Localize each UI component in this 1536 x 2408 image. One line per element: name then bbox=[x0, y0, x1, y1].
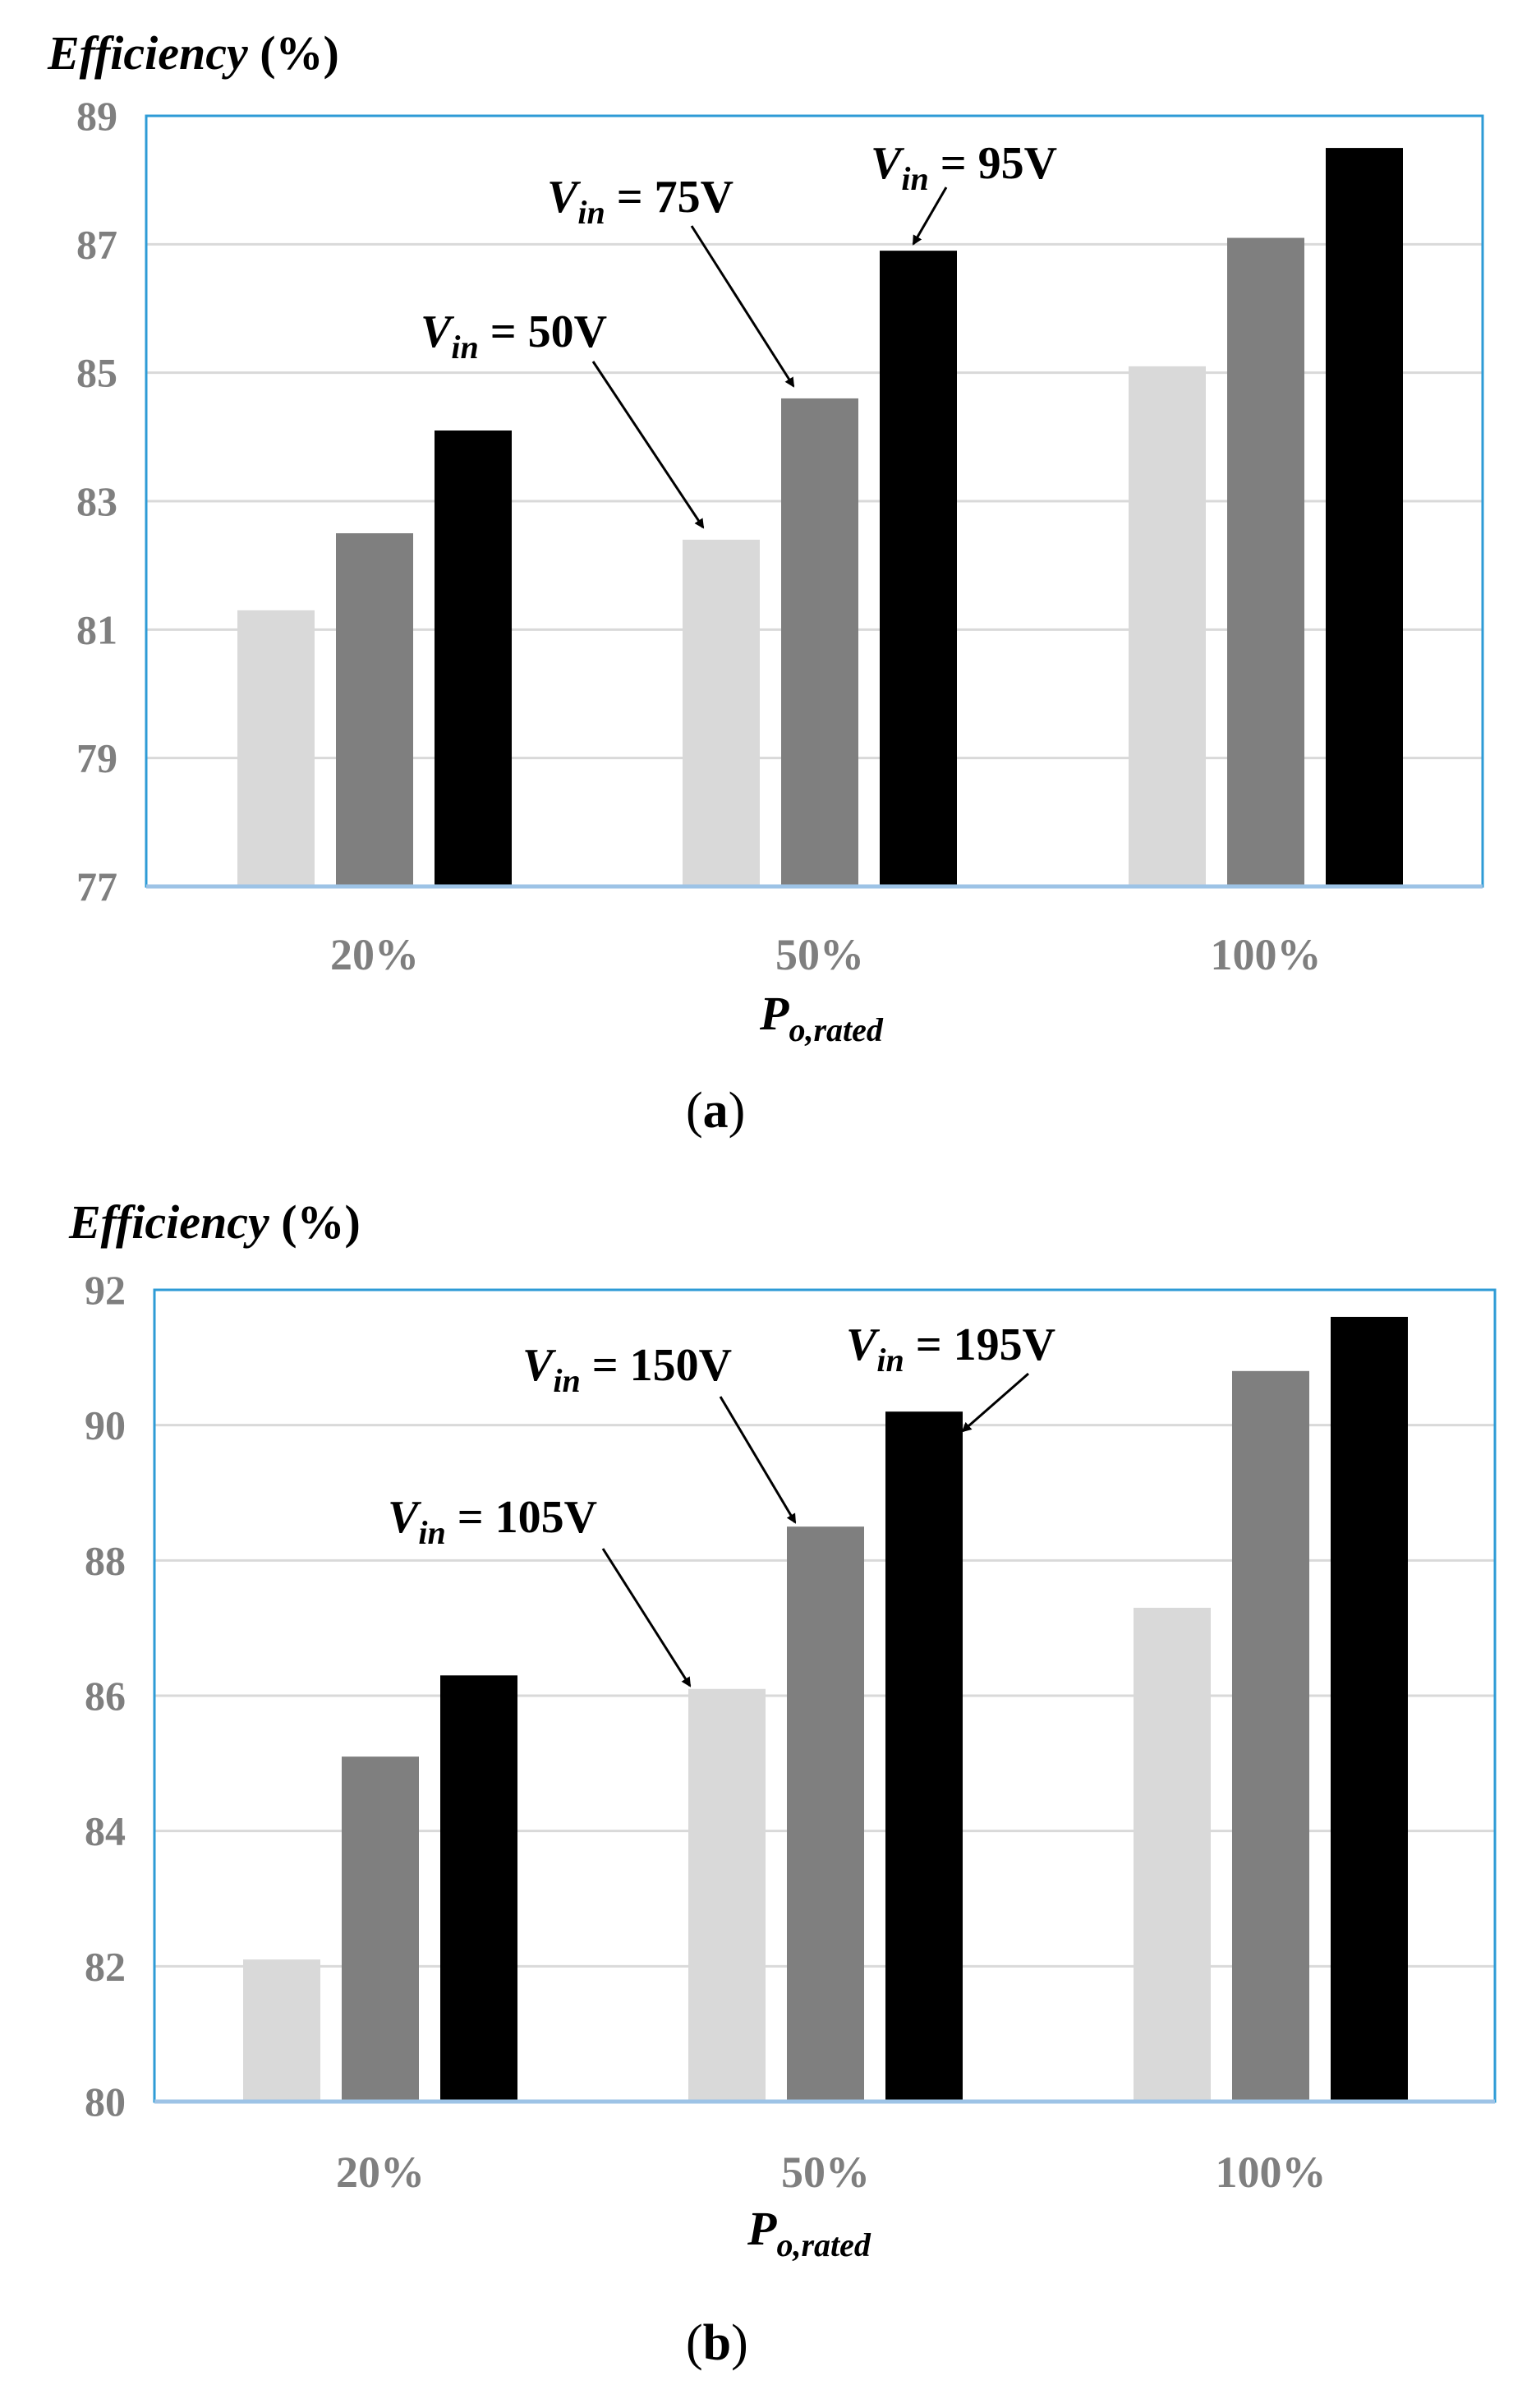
annotation-v: V bbox=[522, 1340, 557, 1391]
bar bbox=[683, 539, 760, 886]
annotation-arrow bbox=[961, 1372, 1029, 1433]
annotation-sub: in bbox=[418, 1514, 445, 1551]
x-tick-label: 20% bbox=[330, 930, 419, 979]
annotation-v: V bbox=[388, 1492, 422, 1543]
x-tick-label: 50% bbox=[781, 2148, 870, 2197]
caption-close: ) bbox=[729, 1083, 746, 1139]
caption-letter: b bbox=[703, 2315, 731, 2371]
y-axis-title-main: Efficiency bbox=[47, 26, 248, 80]
y-tick-label: 84 bbox=[85, 1808, 126, 1854]
y-tick-label: 92 bbox=[85, 1267, 126, 1313]
x-tick-label: 20% bbox=[336, 2148, 425, 2197]
annotation-value: = 75V bbox=[605, 172, 734, 223]
annotation-arrow bbox=[601, 1548, 692, 1687]
bar bbox=[1129, 366, 1206, 887]
y-tick-label: 82 bbox=[85, 1943, 126, 1989]
caption-close: ) bbox=[731, 2315, 748, 2371]
bar bbox=[787, 1526, 864, 2102]
caption-open: ( bbox=[686, 1083, 703, 1139]
y-axis-title: Efficiency (%) bbox=[68, 1195, 361, 1249]
x-axis-title-main: P bbox=[747, 2202, 777, 2255]
x-tick-label: 100% bbox=[1216, 2148, 1327, 2197]
y-axis-title-unit: (%) bbox=[248, 26, 339, 80]
y-tick-label: 89 bbox=[76, 93, 117, 139]
bar bbox=[1232, 1370, 1309, 2102]
bar bbox=[1331, 1316, 1408, 2102]
y-axis-title-main: Efficiency bbox=[68, 1195, 269, 1249]
x-axis-title-main: P bbox=[759, 987, 789, 1040]
annotation-arrow bbox=[591, 361, 705, 529]
x-tick-label: 100% bbox=[1211, 930, 1322, 979]
chart-panel-a: 77 79 81 83 85 87 89 Efficiency (%) 20% 50% 100% Po… bbox=[47, 26, 1484, 1139]
y-tick-label: 81 bbox=[76, 606, 117, 652]
y-tick-label: 87 bbox=[76, 221, 117, 267]
annotation-value: = 95V bbox=[929, 138, 1057, 189]
chart-panel-b: 80 82 84 86 88 90 92 Efficiency (%) 20% 50% 100% Po… bbox=[68, 1195, 1497, 2371]
annotation-sub: in bbox=[876, 1342, 904, 1379]
y-tick-label: 88 bbox=[85, 1537, 126, 1583]
annotation-value: = 150V bbox=[581, 1340, 732, 1391]
x-axis-title-sub: o,rated bbox=[776, 2226, 871, 2263]
y-tick-label: 85 bbox=[76, 350, 117, 396]
annotation-label: Vin = 195V bbox=[846, 1319, 1055, 1379]
annotation-arrow bbox=[690, 225, 795, 388]
bar bbox=[336, 533, 413, 886]
x-axis-title: Po,rated bbox=[759, 987, 884, 1048]
bar bbox=[1326, 148, 1403, 887]
y-tick-label: 90 bbox=[85, 1402, 126, 1448]
annotation-label: Vin = 150V bbox=[522, 1340, 732, 1399]
annotation-v: V bbox=[547, 172, 582, 223]
bar bbox=[342, 1757, 419, 2102]
annotation-label: Vin = 95V bbox=[871, 138, 1057, 197]
bar bbox=[435, 430, 512, 886]
annotation-sub: in bbox=[553, 1362, 580, 1399]
y-tick-label: 77 bbox=[76, 863, 117, 909]
annotation-value: = 105V bbox=[446, 1492, 597, 1543]
annotation-arrow bbox=[912, 186, 948, 246]
annotation-label: Vin = 105V bbox=[388, 1492, 597, 1551]
y-tick-label: 80 bbox=[85, 2079, 126, 2125]
x-axis-title-sub: o,rated bbox=[789, 1011, 883, 1048]
x-tick-label: 50% bbox=[775, 930, 864, 979]
y-tick-label: 86 bbox=[85, 1673, 126, 1719]
bar bbox=[440, 1675, 517, 2102]
figure-caption: (a) bbox=[686, 1083, 745, 1139]
y-axis-title-unit: (%) bbox=[269, 1195, 361, 1249]
annotation-label: Vin = 75V bbox=[547, 172, 734, 231]
y-tick-label: 79 bbox=[76, 735, 117, 781]
x-axis-title: Po,rated bbox=[747, 2202, 871, 2263]
y-axis-title: Efficiency (%) bbox=[47, 26, 339, 80]
bar bbox=[243, 1959, 320, 2102]
figure-caption: (b) bbox=[686, 2315, 748, 2371]
annotation-label: Vin = 50V bbox=[421, 306, 607, 366]
bar bbox=[781, 398, 858, 886]
annotation-sub: in bbox=[577, 194, 605, 231]
caption-open: ( bbox=[686, 2315, 703, 2371]
bar bbox=[880, 251, 957, 886]
annotation-sub: in bbox=[901, 160, 928, 197]
annotation-arrow bbox=[719, 1396, 797, 1524]
bar bbox=[237, 610, 315, 886]
annotation-sub: in bbox=[451, 329, 478, 366]
bar bbox=[1134, 1607, 1211, 2102]
annotation-v: V bbox=[421, 306, 455, 357]
annotation-v: V bbox=[846, 1319, 881, 1370]
bar bbox=[688, 1688, 766, 2102]
annotation-value: = 50V bbox=[479, 306, 607, 357]
bar bbox=[885, 1411, 963, 2102]
bar bbox=[1227, 237, 1304, 886]
y-tick-label: 83 bbox=[76, 478, 117, 524]
annotation-value: = 195V bbox=[904, 1319, 1055, 1370]
caption-letter: a bbox=[703, 1083, 729, 1139]
annotation-v: V bbox=[871, 138, 905, 189]
